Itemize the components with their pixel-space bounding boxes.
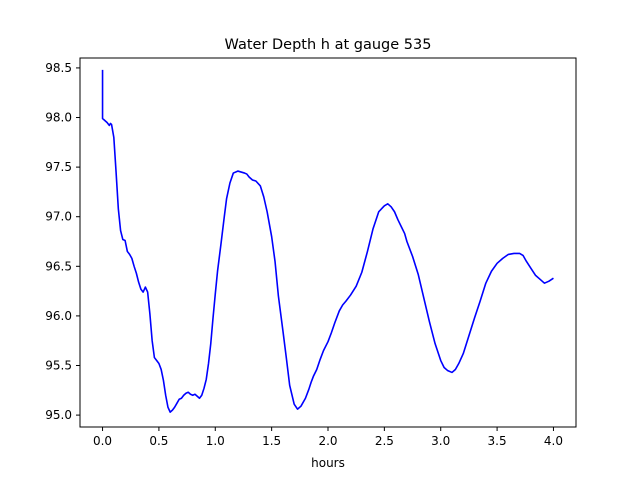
y-tick-label: 97.0: [45, 210, 72, 224]
y-tick-label: 98.0: [45, 111, 72, 125]
x-tick-label: 1.5: [262, 434, 281, 448]
y-tick-label: 95.5: [45, 359, 72, 373]
x-tick-label: 0.0: [93, 434, 112, 448]
x-tick-label: 3.5: [488, 434, 507, 448]
x-axis-label: hours: [311, 456, 345, 470]
y-tick-label: 98.5: [45, 61, 72, 75]
x-tick-label: 3.0: [431, 434, 450, 448]
y-tick-label: 96.5: [45, 259, 72, 273]
plot-area: [101, 69, 554, 413]
axes-frame: [79, 57, 577, 428]
chart-title: Water Depth h at gauge 535: [225, 37, 432, 53]
x-tick-label: 2.0: [318, 434, 337, 448]
y-tick-label: 95.0: [45, 408, 72, 422]
series-line-0: [101, 69, 554, 413]
axis-ticks: 0.0 0.5 1.0 1.5 2.0 2.5 3.0 3.5 4.0 95.0 95.5 96.0 9…: [45, 61, 563, 448]
y-tick-label: 97.5: [45, 160, 72, 174]
y-tick-label: 96.0: [45, 309, 72, 323]
x-tick-label: 0.5: [149, 434, 168, 448]
x-tick-label: 1.0: [206, 434, 225, 448]
x-tick-label: 2.5: [375, 434, 394, 448]
x-tick-label: 4.0: [544, 434, 563, 448]
